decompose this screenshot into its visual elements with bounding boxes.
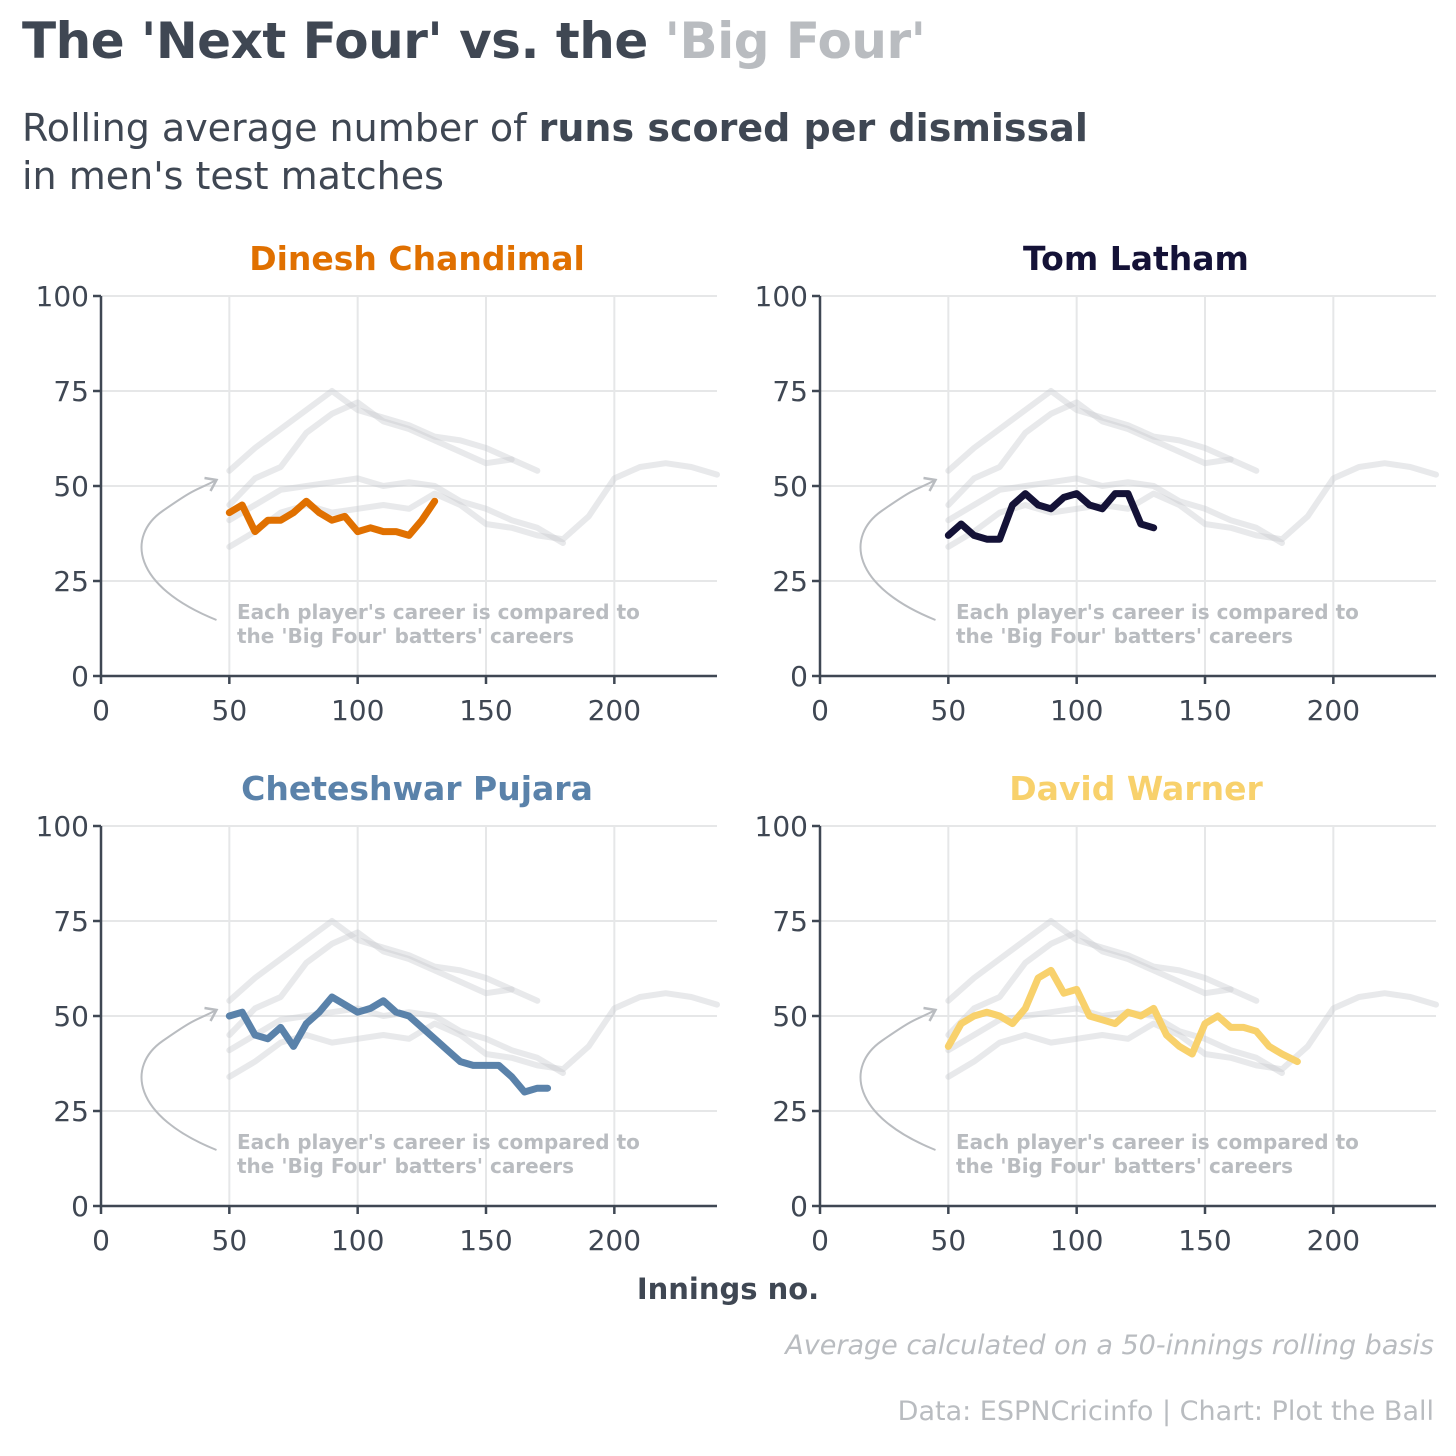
x-tick-label: 200 xyxy=(1307,1224,1360,1257)
panel-title: Dinesh Chandimal xyxy=(249,239,585,278)
x-tick-label: 0 xyxy=(811,694,829,727)
annotation-line-1: Each player's career is compared to xyxy=(237,600,640,624)
big-four-line xyxy=(945,460,1439,550)
x-tick-label: 200 xyxy=(588,694,641,727)
x-tick-label: 0 xyxy=(811,1224,829,1257)
footnote: Average calculated on a 50-innings rolli… xyxy=(785,1330,1434,1361)
y-tick-label: 100 xyxy=(755,810,808,843)
big-four-line xyxy=(945,990,1439,1080)
player-line xyxy=(944,490,1158,543)
annotation-line-2: the 'Big Four' batters' careers xyxy=(237,1154,574,1178)
x-tick-label: 0 xyxy=(92,694,110,727)
annotation-line-2: the 'Big Four' batters' careers xyxy=(956,1154,1293,1178)
big-four-line xyxy=(945,475,1285,546)
annotation-arrowhead xyxy=(204,476,219,492)
y-tick-label: 0 xyxy=(71,1190,89,1223)
big-four-line xyxy=(226,990,720,1080)
y-tick-label: 50 xyxy=(53,470,89,503)
x-tick-label: 200 xyxy=(588,1224,641,1257)
annotation-arrow xyxy=(140,479,217,621)
panel-3: 0 25 50 75 100 0 50 100 150 200 Each player's care… xyxy=(755,769,1439,1257)
y-tick-label: 100 xyxy=(36,810,89,843)
x-tick-label: 50 xyxy=(212,1224,248,1257)
panel-title: David Warner xyxy=(1009,769,1263,808)
y-tick-label: 100 xyxy=(755,280,808,313)
annotation-arrow xyxy=(859,1009,936,1151)
y-tick-label: 100 xyxy=(36,280,89,313)
annotation-arrow xyxy=(140,1009,217,1151)
subtitle-part-1: Rolling average number of xyxy=(22,106,539,150)
chart-subtitle: Rolling average number of runs scored pe… xyxy=(22,104,1088,200)
annotation-line-1: Each player's career is compared to xyxy=(956,1130,1359,1154)
subtitle-part-2: in men's test matches xyxy=(22,154,444,198)
x-tick-label: 150 xyxy=(459,694,512,727)
title-part-2: 'Big Four' xyxy=(664,12,926,70)
player-line xyxy=(225,993,552,1096)
y-tick-label: 75 xyxy=(772,905,808,938)
big-four-line xyxy=(226,929,515,1038)
annotation-arrow xyxy=(859,479,936,621)
x-tick-label: 50 xyxy=(212,694,248,727)
annotation-arrowhead xyxy=(204,1006,219,1022)
x-tick-label: 50 xyxy=(931,694,967,727)
x-tick-label: 150 xyxy=(1178,1224,1231,1257)
annotation-arrowhead xyxy=(923,1006,938,1022)
big-four-line xyxy=(945,929,1234,1038)
y-tick-label: 75 xyxy=(772,375,808,408)
big-four-line xyxy=(945,918,1260,1004)
annotation-line-1: Each player's career is compared to xyxy=(237,1130,640,1154)
panel-title: Tom Latham xyxy=(1023,239,1249,278)
big-four-line xyxy=(226,475,566,546)
annotation-arrowhead xyxy=(923,476,938,492)
y-tick-label: 75 xyxy=(53,375,89,408)
panel-0: 0 25 50 75 100 0 50 100 150 200 Each player's care… xyxy=(36,239,720,727)
title-part-1: The 'Next Four' vs. the xyxy=(22,12,665,70)
y-tick-label: 0 xyxy=(790,1190,808,1223)
big-four-line xyxy=(945,388,1260,474)
x-tick-label: 150 xyxy=(459,1224,512,1257)
x-tick-label: 100 xyxy=(331,1224,384,1257)
big-four-line xyxy=(226,388,541,474)
x-tick-label: 100 xyxy=(331,694,384,727)
y-tick-label: 50 xyxy=(53,1000,89,1033)
panel-1: 0 25 50 75 100 0 50 100 150 200 Each player's care… xyxy=(755,239,1439,727)
y-tick-label: 0 xyxy=(790,660,808,693)
y-tick-label: 25 xyxy=(53,1095,89,1128)
x-tick-label: 100 xyxy=(1050,1224,1103,1257)
player-line xyxy=(225,497,439,539)
subtitle-bold: runs scored per dismissal xyxy=(538,106,1088,150)
annotation-line-2: the 'Big Four' batters' careers xyxy=(237,624,574,648)
y-tick-label: 25 xyxy=(772,1095,808,1128)
x-tick-label: 50 xyxy=(931,1224,967,1257)
source-credit: Data: ESPNCricinfo | Chart: Plot the Bal… xyxy=(897,1396,1434,1427)
panel-title: Cheteshwar Pujara xyxy=(241,769,593,808)
big-four-line xyxy=(226,399,515,508)
y-tick-label: 75 xyxy=(53,905,89,938)
big-four-line xyxy=(226,918,541,1004)
y-tick-label: 0 xyxy=(71,660,89,693)
player-line xyxy=(944,966,1301,1066)
y-tick-label: 25 xyxy=(772,565,808,598)
x-axis-label: Innings no. xyxy=(636,1272,820,1306)
annotation-line-1: Each player's career is compared to xyxy=(956,600,1359,624)
x-tick-label: 100 xyxy=(1050,694,1103,727)
y-tick-label: 50 xyxy=(772,1000,808,1033)
chart-title: The 'Next Four' vs. the 'Big Four' xyxy=(22,12,926,70)
y-tick-label: 50 xyxy=(772,470,808,503)
big-four-line xyxy=(945,399,1234,508)
annotation-line-2: the 'Big Four' batters' careers xyxy=(956,624,1293,648)
x-tick-label: 0 xyxy=(92,1224,110,1257)
x-tick-label: 200 xyxy=(1307,694,1360,727)
y-tick-label: 25 xyxy=(53,565,89,598)
panel-2: 0 25 50 75 100 0 50 100 150 200 Each player's care… xyxy=(36,769,720,1257)
x-tick-label: 150 xyxy=(1178,694,1231,727)
